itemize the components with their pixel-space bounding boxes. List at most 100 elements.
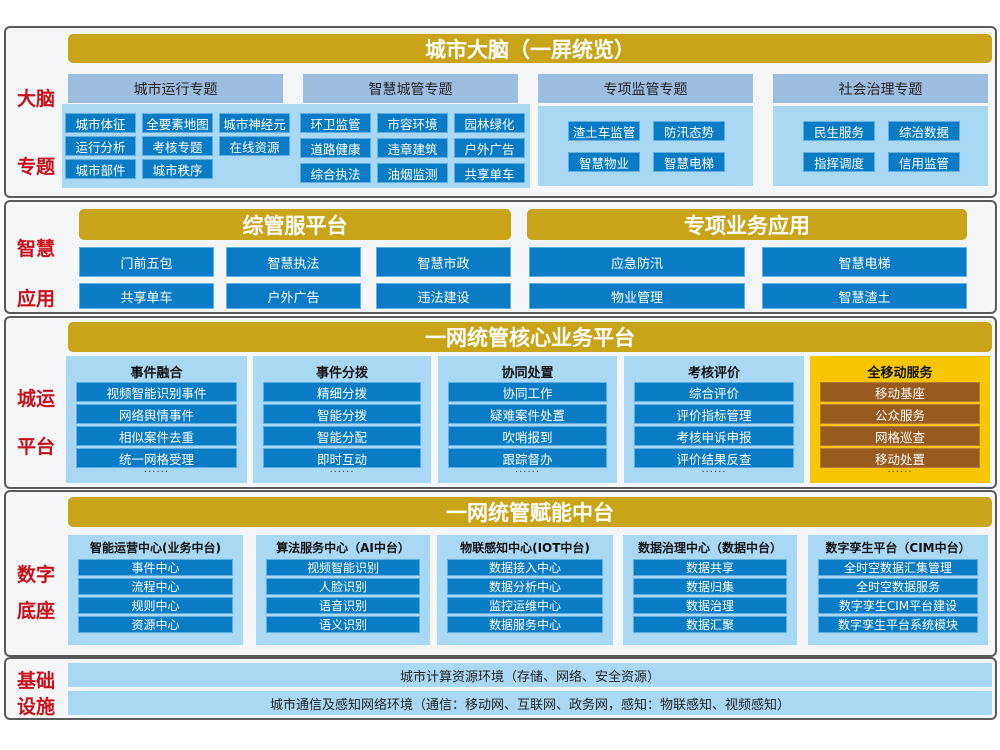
theme-item[interactable]: 城市体征 bbox=[65, 113, 136, 133]
theme-item[interactable]: 民生服务 bbox=[803, 121, 875, 141]
column-item[interactable]: 移动基座 bbox=[820, 382, 980, 402]
section-label: 智慧 bbox=[16, 238, 55, 260]
column-item[interactable]: 数据治理 bbox=[633, 597, 787, 614]
theme-item[interactable]: 环卫监管 bbox=[300, 113, 371, 133]
base-column: 数字孪生平台（CIM中台） 全时空数据汇集管理 全时空数据服务 数字孪生CIM平台建设… bbox=[808, 535, 988, 645]
theme-item[interactable]: 指挥调度 bbox=[803, 152, 875, 172]
theme-item[interactable]: 智慧电梯 bbox=[653, 152, 725, 172]
column-item[interactable]: 移动处置 bbox=[820, 448, 980, 468]
column-item[interactable]: 疑难案件处置 bbox=[448, 404, 607, 424]
column-item[interactable]: 相似案件去重 bbox=[76, 426, 237, 446]
more-indicator: ······ bbox=[329, 467, 355, 478]
column-item[interactable]: 视频智能识别事件 bbox=[76, 382, 237, 402]
app-item[interactable]: 智慧渣土 bbox=[762, 283, 967, 309]
base-column: 智能运营中心(业务中台) 事件中心流程中心规则中心资源中心 bbox=[68, 535, 243, 645]
theme-item[interactable]: 综治数据 bbox=[888, 121, 960, 141]
theme-item[interactable]: 城市神经元 bbox=[219, 113, 290, 133]
theme-item[interactable]: 户外广告 bbox=[454, 138, 525, 158]
app-item[interactable]: 门前五包 bbox=[79, 247, 214, 277]
section-title: 城市大脑（一屏统览） bbox=[68, 34, 992, 63]
app-item[interactable]: 智慧电梯 bbox=[762, 247, 967, 277]
theme-header: 城市运行专题 bbox=[68, 74, 283, 103]
column-item[interactable]: 流程中心 bbox=[78, 578, 233, 595]
section-label: 专题 bbox=[16, 156, 55, 178]
section-title: 专项业务应用 bbox=[527, 209, 967, 240]
theme-item[interactable]: 道路健康 bbox=[300, 138, 371, 158]
section-label: 数字 bbox=[16, 564, 55, 586]
app-item[interactable]: 物业管理 bbox=[529, 283, 745, 309]
column-item[interactable]: 数据接入中心 bbox=[447, 559, 603, 576]
app-item[interactable]: 智慧市政 bbox=[376, 247, 511, 277]
theme-item[interactable]: 全要素地图 bbox=[142, 113, 213, 133]
theme-item[interactable]: 智慧物业 bbox=[568, 152, 640, 172]
column-item[interactable]: 跟踪督办 bbox=[448, 448, 607, 468]
column-item[interactable]: 吹哨报到 bbox=[448, 426, 607, 446]
more-indicator: ······ bbox=[701, 467, 727, 478]
column-item[interactable]: 即时互动 bbox=[263, 448, 421, 468]
app-item[interactable]: 共享单车 bbox=[79, 283, 214, 309]
theme-item[interactable]: 在线资源 bbox=[219, 136, 290, 156]
column-item[interactable]: 评价结果反查 bbox=[634, 448, 794, 468]
section-title: 综管服平台 bbox=[79, 209, 511, 240]
section-label: 设施 bbox=[16, 696, 55, 718]
column-title: 智能运营中心(业务中台) bbox=[90, 541, 221, 555]
column-item[interactable]: 资源中心 bbox=[78, 616, 233, 633]
column-item[interactable]: 数据服务中心 bbox=[447, 616, 603, 633]
column-item[interactable]: 规则中心 bbox=[78, 597, 233, 614]
column-item[interactable]: 评价指标管理 bbox=[634, 404, 794, 424]
column-item[interactable]: 数据归集 bbox=[633, 578, 787, 595]
section-title: 一网统管赋能中台 bbox=[68, 497, 992, 527]
app-item[interactable]: 违法建设 bbox=[376, 283, 511, 309]
column-item[interactable]: 网络舆情事件 bbox=[76, 404, 237, 424]
column-item[interactable]: 语音识别 bbox=[266, 597, 420, 614]
base-column: 物联感知中心(IOT中台) 数据接入中心 数据分析中心 监控运维中心 数据服务中心 bbox=[437, 535, 613, 645]
column-item[interactable]: 公众服务 bbox=[820, 404, 980, 424]
column-item[interactable]: 视频智能识别 bbox=[266, 559, 420, 576]
theme-item[interactable]: 园林绿化 bbox=[454, 113, 525, 133]
theme-item[interactable]: 违章建筑 bbox=[377, 138, 448, 158]
app-item[interactable]: 智慧执法 bbox=[226, 247, 361, 277]
theme-item[interactable]: 城市秩序 bbox=[142, 159, 213, 179]
column-title: 数字孪生平台（CIM中台） bbox=[825, 541, 971, 555]
column-item[interactable]: 智能分配 bbox=[263, 426, 421, 446]
more-indicator: ······ bbox=[887, 467, 913, 478]
theme-item[interactable]: 共享单车 bbox=[454, 163, 525, 183]
column-item[interactable]: 全时空数据汇集管理 bbox=[818, 559, 978, 576]
theme-item[interactable]: 油烟监测 bbox=[377, 163, 448, 183]
theme-item[interactable]: 城市部件 bbox=[65, 159, 136, 179]
column-title: 数据治理中心（数据中台） bbox=[637, 541, 782, 555]
theme-item[interactable]: 信用监管 bbox=[888, 152, 960, 172]
column-item[interactable]: 数据共享 bbox=[633, 559, 787, 576]
section-label: 城运 bbox=[16, 388, 55, 410]
section-label: 大脑 bbox=[16, 88, 55, 110]
column-title: 协同处置 bbox=[501, 366, 554, 381]
theme-item[interactable]: 运行分析 bbox=[65, 136, 136, 156]
theme-item[interactable]: 防汛态势 bbox=[653, 121, 725, 141]
ops-column: 协同处置 协同工作 疑难案件处置 吹哨报到 跟踪督办 ······ bbox=[438, 356, 617, 483]
column-title: 考核评价 bbox=[687, 366, 740, 381]
column-item[interactable]: 事件中心 bbox=[78, 559, 233, 576]
section-label: 基础 bbox=[16, 670, 55, 692]
column-item[interactable]: 数据汇聚 bbox=[633, 616, 787, 633]
ops-column: 考核评价 综合评价 评价指标管理 考核申诉申报 评价结果反查 ······ bbox=[624, 356, 804, 483]
column-item[interactable]: 综合评价 bbox=[634, 382, 794, 402]
column-item[interactable]: 人脸识别 bbox=[266, 578, 420, 595]
column-item[interactable]: 精细分拨 bbox=[263, 382, 421, 402]
column-item[interactable]: 协同工作 bbox=[448, 382, 607, 402]
column-item[interactable]: 全时空数据服务 bbox=[818, 578, 978, 595]
app-item[interactable]: 应急防汛 bbox=[529, 247, 745, 277]
column-item[interactable]: 数据分析中心 bbox=[447, 578, 603, 595]
theme-item[interactable]: 渣土车监管 bbox=[568, 121, 640, 141]
theme-item[interactable]: 综合执法 bbox=[300, 163, 371, 183]
column-item[interactable]: 数字孪生CIM平台建设 bbox=[818, 597, 978, 614]
column-item[interactable]: 考核申诉申报 bbox=[634, 426, 794, 446]
theme-item[interactable]: 市容环境 bbox=[377, 113, 448, 133]
column-item[interactable]: 智能分拨 bbox=[263, 404, 421, 424]
theme-item[interactable]: 考核专题 bbox=[142, 136, 213, 156]
column-item[interactable]: 网格巡查 bbox=[820, 426, 980, 446]
column-item[interactable]: 数字孪生平台系统模块 bbox=[818, 616, 978, 633]
app-item[interactable]: 户外广告 bbox=[226, 283, 361, 309]
column-item[interactable]: 统一网格受理 bbox=[76, 448, 237, 468]
column-item[interactable]: 监控运维中心 bbox=[447, 597, 603, 614]
column-item[interactable]: 语义识别 bbox=[266, 616, 420, 633]
